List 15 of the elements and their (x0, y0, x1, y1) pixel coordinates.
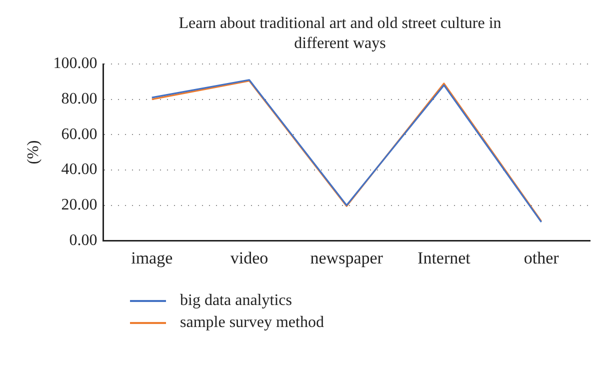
x-tick-label: newspaper (310, 248, 384, 268)
y-tick-label: 100.00 (53, 55, 98, 72)
y-axis-title: (%) (24, 140, 42, 164)
legend-label: big data analytics (180, 292, 292, 310)
x-tick-label: Internet (418, 248, 471, 268)
chart-title: Learn about traditional art and old street culture in different ways (178, 14, 502, 54)
legend-label: sample survey method (180, 314, 324, 332)
y-tick-label: 40.00 (61, 161, 98, 178)
x-tick-label: video (230, 248, 268, 268)
y-tick-label: 80.00 (61, 90, 98, 108)
y-tick-label: 60.00 (61, 126, 98, 143)
y-tick-label: 20.00 (61, 196, 98, 214)
x-tick-label: other (524, 248, 560, 268)
x-tick-label: image (131, 248, 173, 268)
y-tick-label: 0.00 (69, 232, 98, 249)
